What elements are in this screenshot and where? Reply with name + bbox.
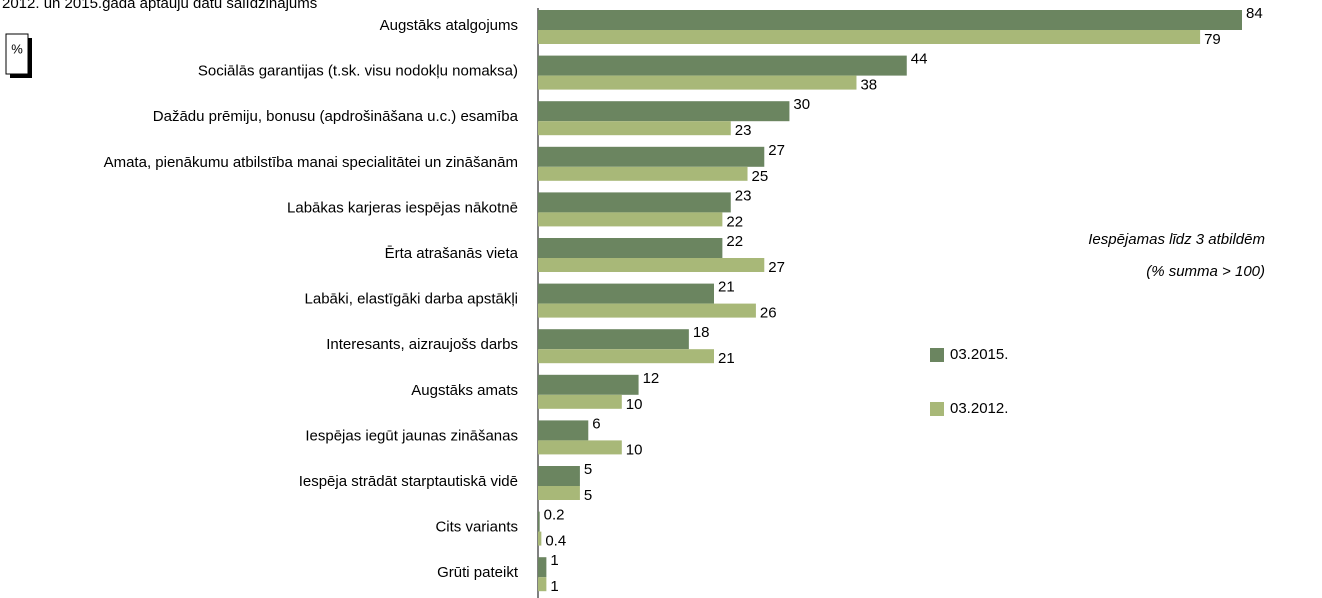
bar [538,121,731,136]
bar [538,531,542,546]
category-label: Interesants, aizraujošs darbs [326,336,518,353]
value-label: 23 [735,122,752,139]
value-label: 30 [793,96,810,113]
category-label: Labāki, elastīgāki darba apstākļi [305,291,518,308]
value-label: 38 [860,77,877,94]
category-label: Iespējas iegūt jaunas zināšanas [305,427,518,444]
bar [538,329,689,350]
unit-box [5,33,29,75]
value-label: 25 [752,168,769,185]
legend-swatch [930,348,944,362]
category-label: Iespēja strādāt starptautiskā vidē [299,473,518,490]
legend-swatch [930,402,944,416]
bar [538,394,622,409]
category-label: Labākas karjeras iespējas nākotnē [287,199,518,216]
category-label: Ērta atrašanās vieta [385,245,519,262]
value-label: 10 [626,396,643,413]
bar [538,486,580,500]
category-label: Amata, pienākumu atbilstība manai specia… [104,154,518,171]
bar [538,101,790,122]
value-label: 22 [726,213,743,230]
value-label: 27 [768,259,785,276]
unit-label: % [11,41,23,56]
bar [538,303,756,318]
value-label: 44 [911,51,928,68]
bar [538,258,765,272]
value-label: 12 [643,370,660,387]
value-label: 26 [760,305,777,322]
category-label: Sociālās garantijas (t.sk. visu nodokļu … [198,63,518,80]
bar [538,511,540,532]
bar [538,55,907,76]
value-label: 10 [626,441,643,458]
bar [538,374,639,395]
value-label: 0.2 [544,507,565,524]
value-label: 21 [718,279,735,296]
value-label: 23 [735,187,752,204]
bar [538,557,547,578]
category-label: Dažādu prēmiju, bonusu (apdrošināšana u.… [153,108,519,125]
category-label: Cits variants [435,519,518,536]
annotation: (% summa > 100) [1146,263,1265,280]
bar [538,238,723,258]
value-label: 18 [693,324,710,341]
category-label: Augstāks atalgojums [380,17,518,34]
value-label: 84 [1246,5,1263,22]
category-label: Augstāks amats [411,382,518,399]
bar [538,212,723,227]
value-label: 21 [718,350,735,367]
bar [538,349,714,364]
value-label: 0.4 [545,533,566,550]
value-label: 5 [584,487,592,504]
value-label: 22 [726,233,743,250]
annotation: Iespējamas līdz 3 atbildēm [1088,231,1265,248]
bar [538,466,580,486]
bar [538,577,547,592]
bar [538,192,731,213]
chart-title: 2012. un 2015.gadā aptauju datu salīdzin… [2,0,317,12]
legend-label: 03.2012. [950,400,1008,417]
bar [538,30,1201,44]
bar [538,166,748,181]
bar [538,283,714,304]
bar [538,440,622,455]
bar [538,146,765,167]
bar [538,75,857,90]
value-label: 27 [768,142,785,159]
value-label: 1 [550,552,558,569]
value-label: 6 [592,415,600,432]
category-label: Grūti pateikt [437,564,519,581]
bar [538,10,1242,30]
legend-label: 03.2015. [950,346,1008,363]
bar [538,420,589,441]
value-label: 79 [1204,31,1221,48]
value-label: 5 [584,461,592,478]
value-label: 1 [550,578,558,595]
